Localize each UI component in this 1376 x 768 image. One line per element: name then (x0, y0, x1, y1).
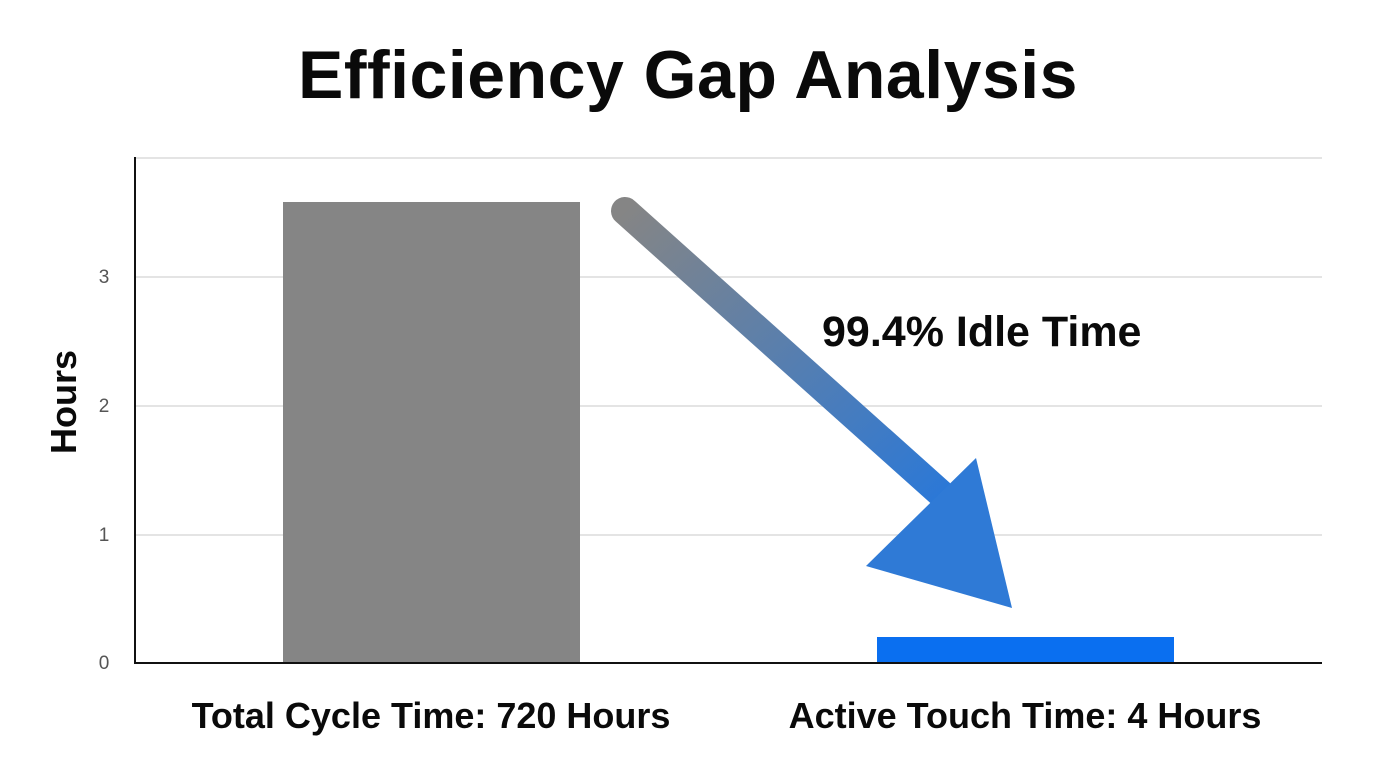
y-tick-0: 0 (98, 653, 110, 674)
category-label-total-cycle-time: Total Cycle Time: 720 Hours (191, 695, 671, 736)
y-tick-2: 2 (98, 396, 110, 417)
chart-title: Efficiency Gap Analysis (298, 37, 1078, 113)
arrow-icon (611, 197, 1012, 608)
bar-total-cycle-time (283, 202, 580, 663)
y-tick-3: 3 (98, 267, 110, 288)
category-label-active-touch-time: Active Touch Time: 4 Hours (788, 695, 1262, 736)
y-tick-1: 1 (98, 525, 110, 546)
idle-time-annotation: 99.4% Idle Time (822, 308, 1142, 356)
bar-active-touch-time (877, 637, 1174, 663)
